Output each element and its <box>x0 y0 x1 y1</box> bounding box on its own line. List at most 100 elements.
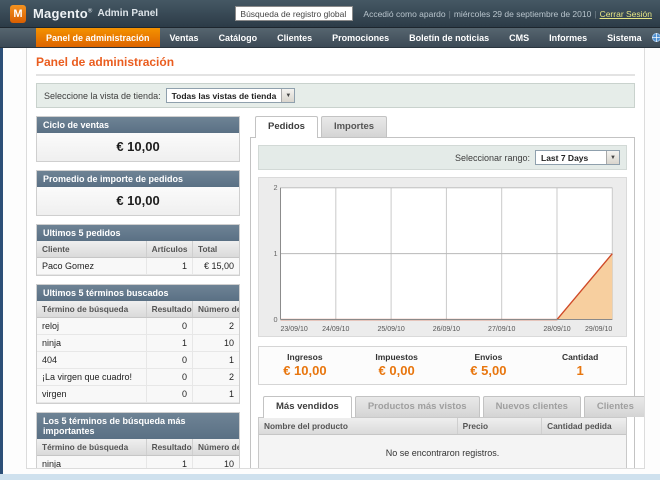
table-row[interactable]: 40401 <box>37 352 239 369</box>
global-search-input[interactable] <box>235 6 353 21</box>
last-orders-table: ClienteArtículosTotalPaco Gomez1€ 15,00 <box>37 241 239 275</box>
svg-text:29/09/10: 29/09/10 <box>585 326 612 333</box>
app-header: M Magento® Admin Panel Accedió como apar… <box>0 0 660 28</box>
nav-item-promotions[interactable]: Promociones <box>322 28 399 47</box>
widget-title: Ultimos 5 términos buscados <box>37 285 239 301</box>
widget-title: Ultimos 5 pedidos <box>37 225 239 241</box>
tab-bestsellers[interactable]: Más vendidos <box>263 396 352 418</box>
page-title: Panel de administración <box>36 55 635 69</box>
help-link[interactable]: Obtener ayuda para esta página <box>652 28 660 47</box>
column-header: Número de usos <box>193 301 239 318</box>
nav-item-newsletter[interactable]: Boletín de noticias <box>399 28 499 47</box>
nav-item-cms[interactable]: CMS <box>499 28 539 47</box>
stat-value: € 0,00 <box>351 363 443 378</box>
widget-top-search-terms: Los 5 términos de búsqueda más important… <box>36 412 240 469</box>
widget-avg-order: Promedio de importe de pedidos € 10,00 <box>36 170 240 216</box>
column-header: Término de búsqueda <box>37 439 146 456</box>
table-cell: virgen <box>37 386 146 403</box>
nav-item-dashboard[interactable]: Panel de administración <box>36 28 160 47</box>
stat-shipping: Envios € 5,00 <box>443 352 535 378</box>
table-cell: 2 <box>193 369 239 386</box>
grids-tabs: Más vendidos Productos más vistos Nuevos… <box>258 396 627 417</box>
column-header: Precio <box>457 418 541 435</box>
table-cell: € 15,00 <box>193 258 239 275</box>
main-nav: Panel de administración Ventas Catálogo … <box>0 28 660 48</box>
table-cell: 0 <box>146 386 192 403</box>
table-cell: 1 <box>146 456 192 470</box>
range-value: Last 7 Days <box>536 153 606 163</box>
svg-text:25/09/10: 25/09/10 <box>377 326 404 333</box>
column-header: Resultados <box>146 301 192 318</box>
table-cell: 2 <box>193 318 239 335</box>
column-header: Artículos <box>146 241 192 258</box>
stat-value: 1 <box>534 363 626 378</box>
window-left-edge <box>0 48 3 480</box>
dashboard-chart: 01223/09/1024/09/1025/09/1026/09/1027/09… <box>258 177 627 337</box>
app-title: Admin Panel <box>97 8 158 19</box>
totals-bar: Ingresos € 10,00 Impuestos € 0,00 Envios… <box>258 346 627 385</box>
nav-item-catalog[interactable]: Catálogo <box>209 28 268 47</box>
table-cell: 1 <box>146 258 192 275</box>
svg-text:24/09/10: 24/09/10 <box>322 326 349 333</box>
tab-new-customers[interactable]: Nuevos clientes <box>483 396 581 417</box>
stat-revenue: Ingresos € 10,00 <box>259 352 351 378</box>
stat-label: Impuestos <box>351 352 443 362</box>
stat-label: Cantidad <box>534 352 626 362</box>
widget-title: Los 5 términos de búsqueda más important… <box>37 413 239 439</box>
products-table: Nombre del producto Precio Cantidad pedi… <box>259 418 626 469</box>
nav-item-customers[interactable]: Clientes <box>267 28 322 47</box>
store-view-label: Seleccione la vista de tienda: <box>44 91 161 101</box>
table-cell: 10 <box>193 456 239 470</box>
dashboard-panel: Pedidos Importes Seleccionar rango: Last… <box>250 116 635 469</box>
stat-tax: Impuestos € 0,00 <box>351 352 443 378</box>
table-row[interactable]: reloj02 <box>37 318 239 335</box>
nav-item-reports[interactable]: Informes <box>539 28 597 47</box>
logout-link[interactable]: Cerrar Sesión <box>600 9 652 19</box>
table-row[interactable]: Paco Gomez1€ 15,00 <box>37 258 239 275</box>
widget-title: Promedio de importe de pedidos <box>37 171 239 187</box>
table-cell: 404 <box>37 352 146 369</box>
table-cell: reloj <box>37 318 146 335</box>
table-row[interactable]: ¡La virgen que cuadro!02 <box>37 369 239 386</box>
column-header: Número de usos <box>193 439 239 456</box>
column-header: Nombre del producto <box>259 418 457 435</box>
tab-orders[interactable]: Pedidos <box>255 116 318 138</box>
table-cell: ninja <box>37 456 146 470</box>
table-row[interactable]: ninja110 <box>37 335 239 352</box>
content-container: Panel de administración Seleccione la vi… <box>26 48 645 469</box>
date-text: miércoles 29 de septiembre de 2010 <box>454 9 592 19</box>
tab-customers[interactable]: Clientes <box>584 396 645 417</box>
dashboard-tabs: Pedidos Importes <box>250 116 635 137</box>
widget-title: Ciclo de ventas <box>37 117 239 133</box>
table-cell: 0 <box>146 369 192 386</box>
store-view-value: Todas las vistas de tienda <box>167 91 282 101</box>
stat-value: € 5,00 <box>443 363 535 378</box>
nav-item-system[interactable]: Sistema <box>597 28 652 47</box>
svg-text:23/09/10: 23/09/10 <box>281 326 308 333</box>
brand-name: Magento® <box>33 6 92 21</box>
widget-sales-cycle: Ciclo de ventas € 10,00 <box>36 116 240 162</box>
table-row[interactable]: virgen01 <box>37 386 239 403</box>
column-header: Término de búsqueda <box>37 301 146 318</box>
range-label: Seleccionar rango: <box>455 153 530 163</box>
bestsellers-grid: Nombre del producto Precio Cantidad pedi… <box>258 417 627 469</box>
column-header: Cliente <box>37 241 146 258</box>
table-row[interactable]: ninja110 <box>37 456 239 470</box>
table-cell: ninja <box>37 335 146 352</box>
store-view-select[interactable]: Todas las vistas de tienda ▼ <box>166 88 296 103</box>
stat-quantity: Cantidad 1 <box>534 352 626 378</box>
range-select[interactable]: Last 7 Days ▼ <box>535 150 620 165</box>
stat-label: Envios <box>443 352 535 362</box>
widget-value: € 10,00 <box>37 187 239 215</box>
svg-text:27/09/10: 27/09/10 <box>488 326 515 333</box>
stat-label: Ingresos <box>259 352 351 362</box>
range-bar: Seleccionar rango: Last 7 Days ▼ <box>258 145 627 170</box>
tab-amounts[interactable]: Importes <box>321 116 387 137</box>
table-cell: 1 <box>193 352 239 369</box>
tab-most-viewed[interactable]: Productos más vistos <box>355 396 480 417</box>
svg-text:28/09/10: 28/09/10 <box>543 326 570 333</box>
nav-item-sales[interactable]: Ventas <box>160 28 209 47</box>
table-cell: 0 <box>146 318 192 335</box>
svg-text:2: 2 <box>274 183 278 192</box>
magento-logo-icon: M <box>10 5 26 23</box>
